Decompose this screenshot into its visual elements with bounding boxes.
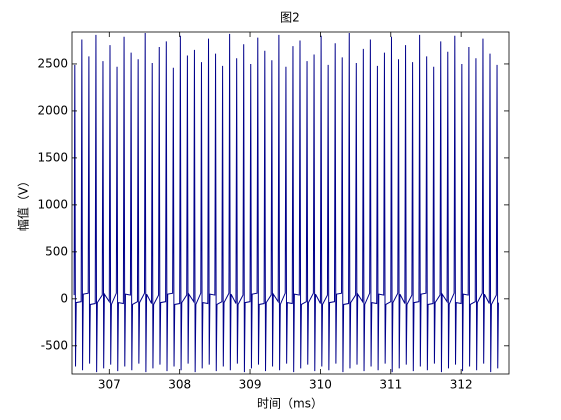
chart-title: 图2 xyxy=(280,11,300,25)
y-tick-label: 500 xyxy=(45,244,68,258)
y-tick-label: 0 xyxy=(60,291,68,305)
y-tick-label: 2500 xyxy=(37,56,68,70)
y-tick-label: 1000 xyxy=(37,197,68,211)
x-tick-label: 311 xyxy=(379,378,402,392)
signal-line xyxy=(73,32,499,373)
y-tick-label: -500 xyxy=(41,338,68,352)
x-tick-label: 308 xyxy=(168,378,191,392)
axes-box xyxy=(71,31,510,375)
x-axis-label: 时间（ms） xyxy=(257,397,323,411)
x-tick-label: 312 xyxy=(450,378,473,392)
x-tick-label: 307 xyxy=(98,378,121,392)
y-tick-label: 2000 xyxy=(37,103,68,117)
y-axis-label: 幅值（V） xyxy=(16,175,31,231)
x-tick-label: 310 xyxy=(309,378,332,392)
y-tick-label: 1500 xyxy=(37,150,68,164)
x-tick-label: 309 xyxy=(239,378,262,392)
